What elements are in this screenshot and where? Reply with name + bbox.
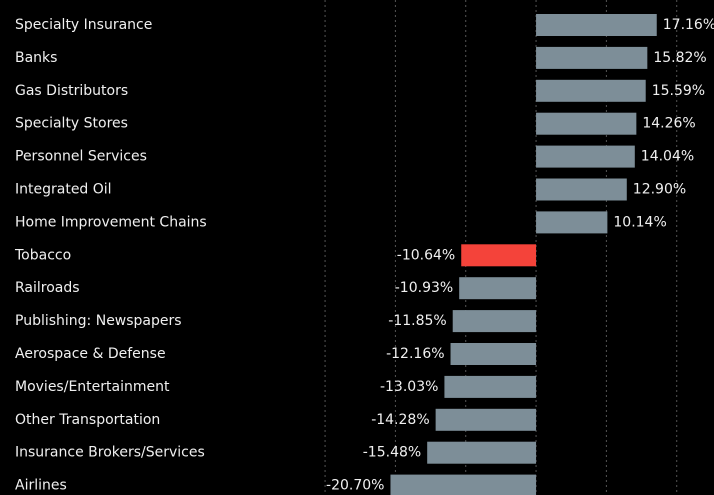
category-label: Home Improvement Chains — [15, 214, 207, 230]
value-label: 17.16% — [663, 17, 714, 33]
category-label: Movies/Entertainment — [15, 379, 170, 395]
bar — [459, 277, 537, 300]
value-label: -20.70% — [326, 478, 384, 494]
category-label: Banks — [15, 50, 57, 66]
bar — [444, 375, 537, 398]
category-label: Other Transportation — [15, 412, 160, 428]
category-label: Airlines — [15, 478, 67, 494]
category-label: Railroads — [15, 280, 80, 296]
bar — [536, 46, 648, 69]
value-label: -12.16% — [386, 346, 444, 362]
value-label: 14.04% — [641, 149, 694, 165]
category-label: Tobacco — [14, 247, 71, 263]
category-label: Publishing: Newspapers — [15, 313, 182, 329]
bar — [536, 145, 635, 168]
bar — [435, 408, 537, 431]
value-label: 15.82% — [653, 50, 706, 66]
category-label: Specialty Stores — [15, 116, 128, 132]
category-label: Gas Distributors — [15, 83, 128, 99]
category-label: Insurance Brokers/Services — [15, 445, 205, 461]
category-label: Aerospace & Defense — [15, 346, 166, 362]
bar — [452, 310, 537, 333]
category-label: Integrated Oil — [15, 182, 112, 198]
value-label: -10.64% — [397, 247, 455, 263]
value-label: 10.14% — [613, 214, 666, 230]
bar — [390, 474, 537, 495]
value-label: -15.48% — [363, 445, 421, 461]
value-label: -10.93% — [395, 280, 453, 296]
bar — [461, 244, 537, 267]
category-label: Specialty Insurance — [15, 17, 152, 33]
bar — [536, 79, 646, 102]
bar — [536, 178, 627, 201]
value-label: -13.03% — [380, 379, 438, 395]
value-label: 15.59% — [652, 83, 705, 99]
category-label: Personnel Services — [15, 149, 147, 165]
bar — [536, 112, 637, 135]
bar — [427, 441, 537, 464]
value-label: 14.26% — [642, 116, 695, 132]
bar — [536, 211, 608, 234]
value-label: 12.90% — [633, 182, 686, 198]
value-label: -14.28% — [371, 412, 429, 428]
value-label: -11.85% — [388, 313, 446, 329]
bar — [450, 343, 537, 365]
bar — [536, 14, 657, 36]
